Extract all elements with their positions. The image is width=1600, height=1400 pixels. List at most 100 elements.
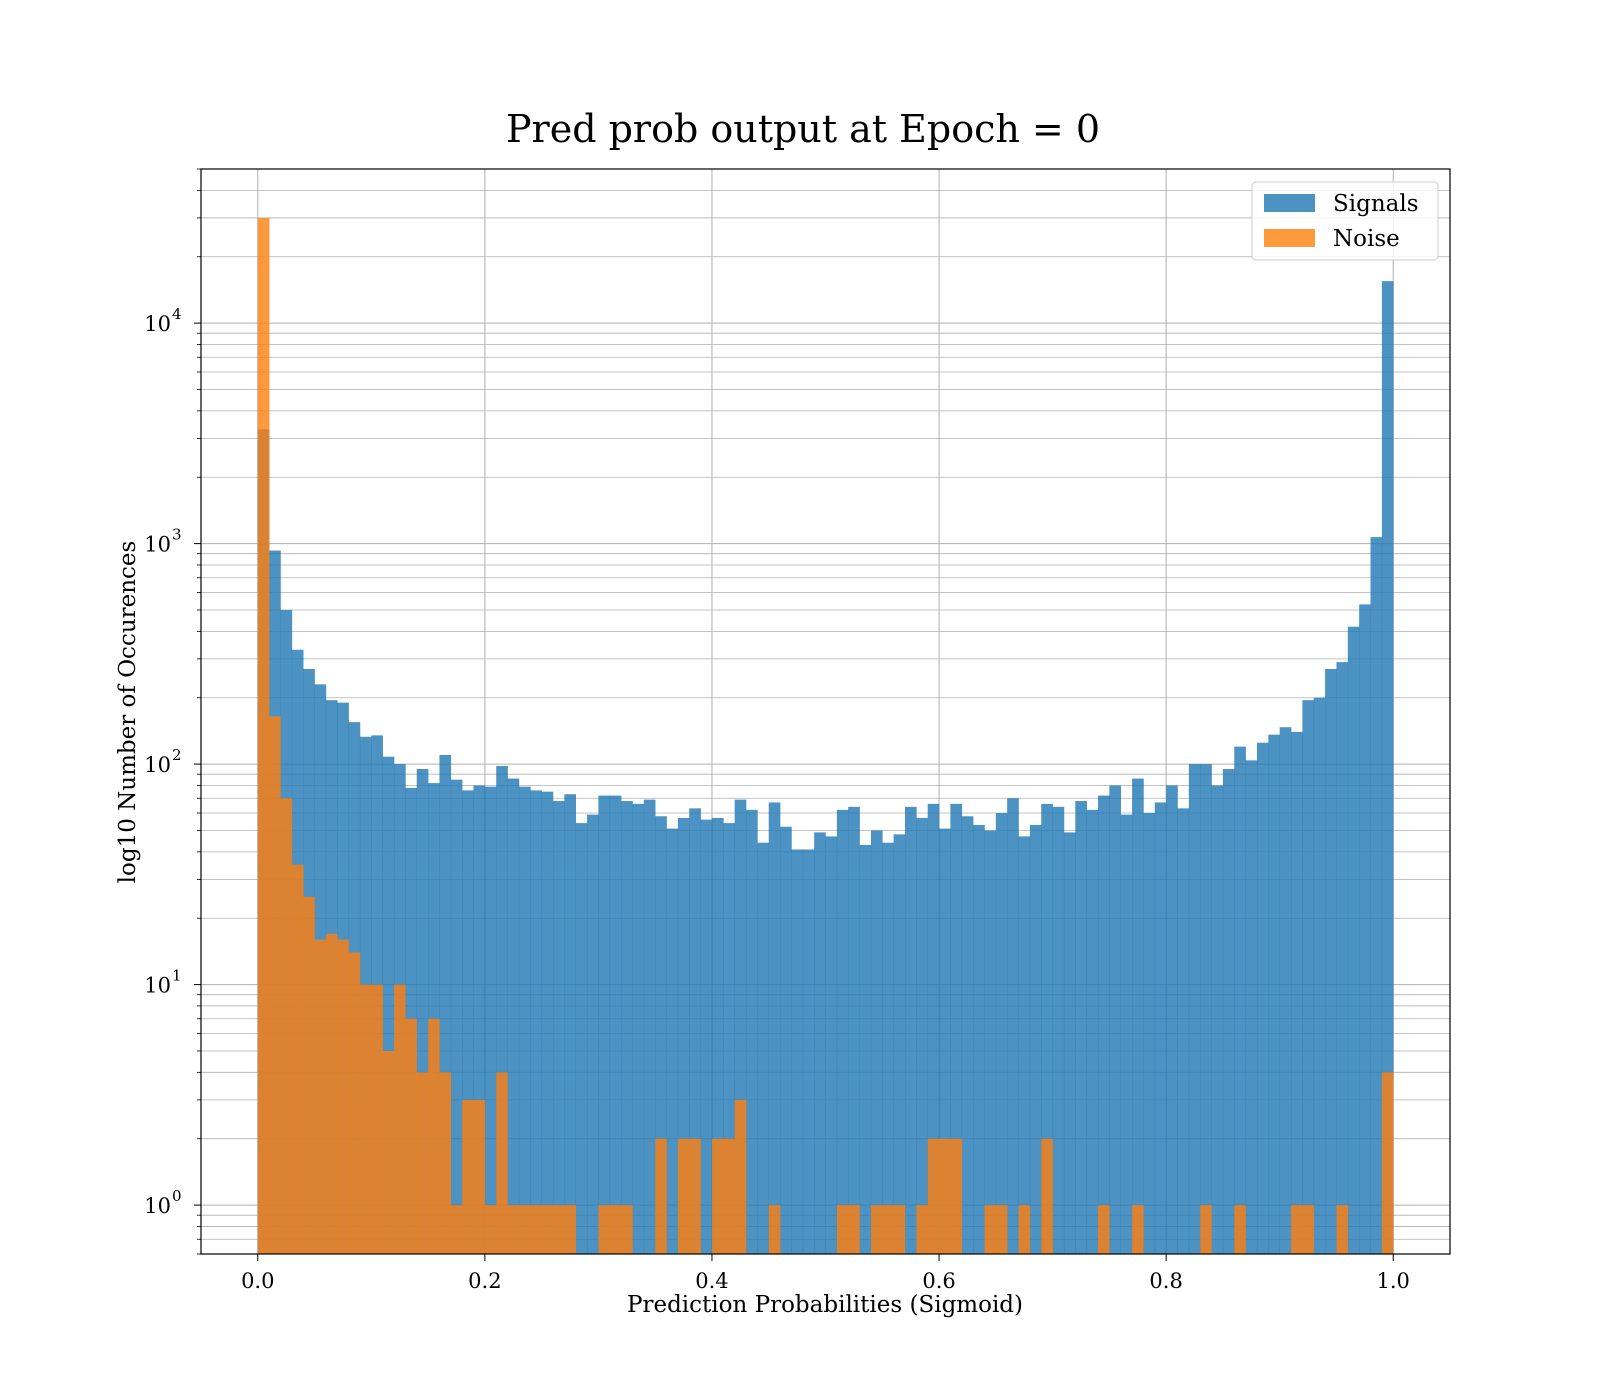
signals-bar (428, 783, 440, 1254)
signals-bar (961, 816, 974, 1254)
signals-bar (1359, 604, 1371, 1254)
noise-bar (939, 1138, 951, 1254)
signals-bar (677, 817, 690, 1254)
noise-bar (530, 1205, 542, 1254)
y-tick-exponent: 2 (172, 746, 182, 764)
noise-bar (711, 1138, 724, 1254)
signals-bar (1177, 808, 1190, 1254)
signals-bar (984, 830, 997, 1254)
noise-bar (382, 1050, 395, 1254)
signals-bar (518, 786, 531, 1254)
noise-bar (507, 1205, 520, 1254)
signals-bar (1120, 814, 1133, 1254)
signals-bar (450, 779, 463, 1254)
signals-bar (825, 836, 838, 1254)
noise-bar (337, 939, 349, 1254)
signals-bar (473, 785, 486, 1254)
y-tick-exponent: 1 (172, 967, 182, 985)
signals-bar (666, 828, 679, 1254)
signals-bar (1166, 785, 1178, 1254)
noise-bar (995, 1205, 1008, 1254)
noise-bar (1018, 1205, 1031, 1254)
signals-bar (848, 806, 860, 1254)
signals-bar (530, 790, 542, 1254)
noise-bar (621, 1205, 633, 1254)
signals-bar (723, 823, 735, 1254)
signals-bar (950, 803, 963, 1254)
x-axis-ticks: 0.0 0.2 0.4 0.6 0.8 1.0 (241, 1254, 1410, 1293)
noise-bar (916, 1205, 928, 1254)
x-axis-label: Prediction Probabilities (Sigmoid) (627, 1292, 1023, 1318)
noise-bar (348, 952, 361, 1254)
signals-bar (587, 814, 599, 1254)
signals-bar (439, 754, 452, 1254)
noise-bar (496, 1072, 508, 1254)
plot-frame (200, 168, 1451, 1255)
noise-bar (439, 1072, 452, 1254)
signals-bar (643, 799, 656, 1254)
legend-label-signals: Signals (1333, 191, 1419, 217)
signals-bar (632, 803, 645, 1254)
noise-bar (1234, 1205, 1246, 1254)
signals-bar (1279, 727, 1292, 1254)
noise-bar (518, 1205, 531, 1254)
signals-bar (621, 801, 633, 1254)
noise-bar (257, 217, 270, 1255)
signals-bar (1200, 764, 1212, 1254)
signals-bar (1234, 746, 1246, 1254)
noise-bar (768, 1205, 781, 1254)
signals-bar (496, 766, 508, 1254)
signals-bar (768, 802, 781, 1254)
signals-bar (700, 819, 713, 1254)
y-tick-label: 10 (144, 974, 171, 998)
noise-bar (1302, 1205, 1315, 1254)
noise-bar (893, 1205, 906, 1254)
y-tick-label: 10 (144, 533, 171, 557)
signals-bar (757, 842, 770, 1254)
signals-bar (1381, 281, 1394, 1255)
signals-bar (734, 799, 747, 1254)
noise-bar (882, 1205, 894, 1254)
signals-bar (1222, 769, 1235, 1254)
signals-bar (655, 816, 667, 1254)
signals-bar (552, 801, 565, 1254)
noise-bar (609, 1205, 622, 1254)
noise-bar (598, 1205, 611, 1254)
signals-bar (1052, 806, 1065, 1254)
y-tick-exponent: 3 (172, 526, 182, 544)
signals-bar (541, 791, 554, 1254)
signals-bar (859, 844, 872, 1254)
noise-bar (552, 1205, 565, 1254)
noise-bar (428, 1018, 440, 1254)
signals-bar (689, 808, 701, 1254)
noise-bar (734, 1099, 747, 1254)
noise-bar (416, 1072, 429, 1254)
y-tick-label: 10 (144, 753, 171, 777)
noise-bar (269, 716, 281, 1254)
signals-bar (711, 817, 724, 1254)
noise-bar (394, 984, 406, 1254)
noise-bar (848, 1205, 860, 1254)
noise-bar (1381, 1072, 1394, 1254)
signals-bar (882, 842, 894, 1254)
noise-bar (1132, 1205, 1144, 1254)
signals-bar (814, 832, 826, 1254)
noise-bar (359, 984, 372, 1254)
signals-bar (1063, 832, 1076, 1254)
signals-bar (382, 756, 395, 1254)
signals-bar (1370, 537, 1383, 1254)
signals-bar (904, 806, 917, 1254)
signals-bar (1188, 764, 1201, 1254)
signals-series (257, 281, 1394, 1255)
x-tick-label: 0.2 (468, 1269, 501, 1293)
signals-bar (609, 795, 622, 1254)
y-tick-exponent: 4 (172, 305, 182, 323)
y-tick-label: 10 (144, 1194, 171, 1218)
signals-bar (836, 809, 849, 1254)
signals-bar (575, 823, 588, 1254)
signals-bar (1109, 785, 1122, 1254)
noise-bar (950, 1138, 963, 1254)
signals-bar (507, 778, 520, 1254)
legend-swatch-signals (1264, 194, 1315, 212)
